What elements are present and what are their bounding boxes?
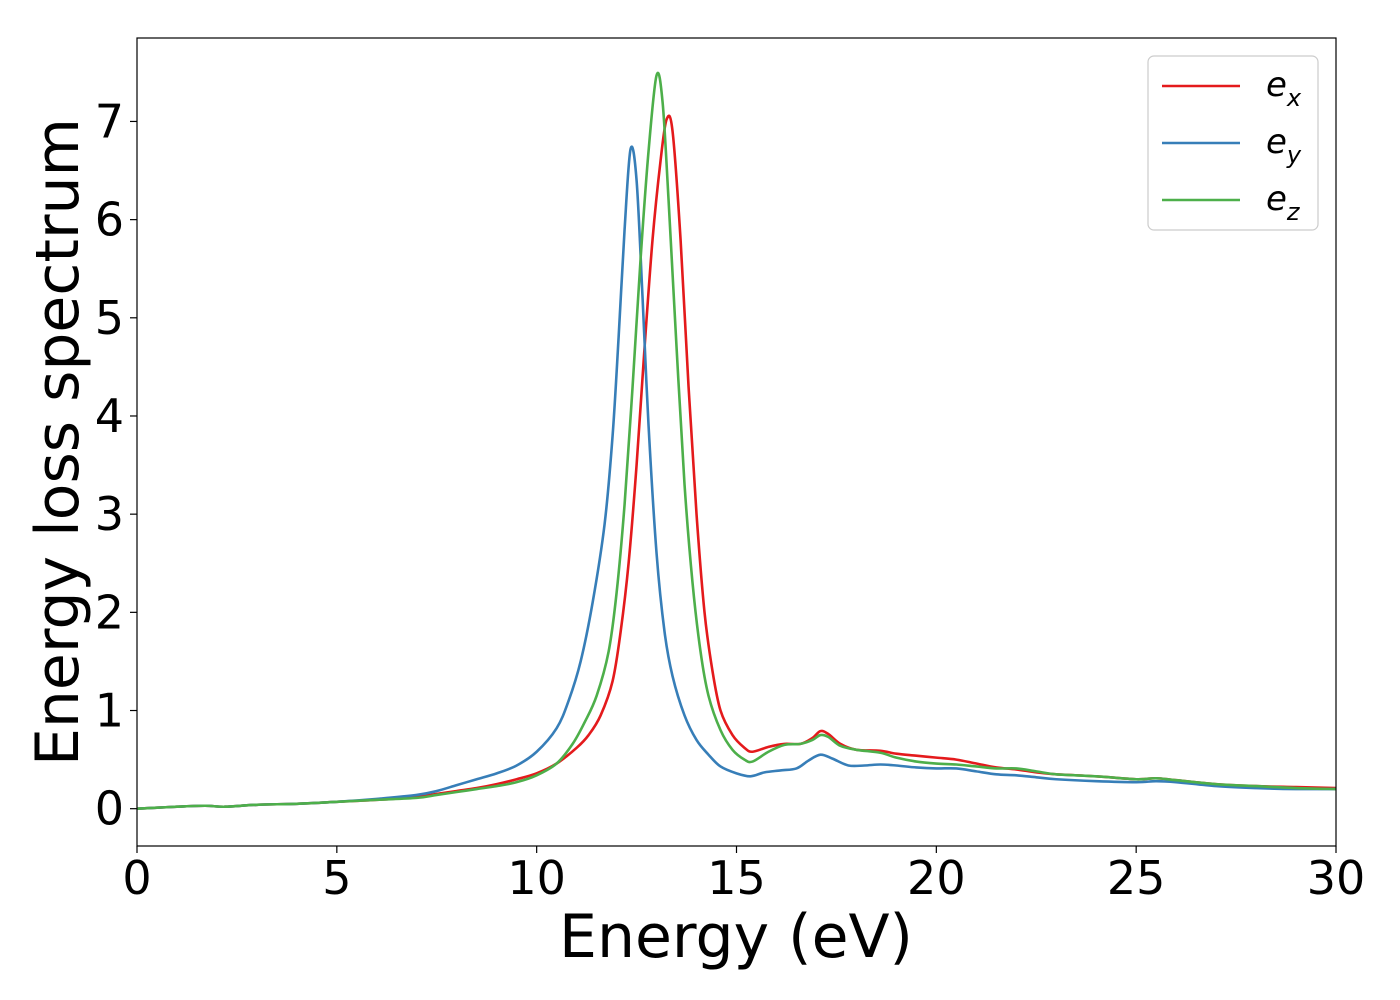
y-tick-label: 7 [95, 94, 124, 148]
x-tick-label: 10 [507, 851, 566, 905]
y-axis-ticks: 0 1 2 3 4 5 6 7 [95, 94, 137, 836]
y-tick-label: 6 [95, 193, 124, 247]
y-tick-label: 4 [95, 389, 124, 443]
x-tick-label: 20 [907, 851, 966, 905]
legend-label-subscript: z [1286, 198, 1301, 226]
legend-label-x: ex [1266, 65, 1302, 112]
x-tick-label: 25 [1107, 851, 1166, 905]
x-tick-label: 0 [122, 851, 151, 905]
legend-label-y: ey [1266, 122, 1302, 169]
legend-label-base: e [1266, 65, 1287, 105]
y-tick-label: 2 [95, 585, 124, 639]
y-axis-label: Energy loss spectrum [23, 118, 93, 766]
legend-label-base: e [1266, 122, 1287, 162]
series-line-e-y [137, 145, 1336, 810]
y-tick-label: 5 [95, 291, 124, 345]
series-lines [137, 71, 1336, 810]
y-tick-label: 1 [95, 684, 124, 738]
x-tick-label: 30 [1307, 851, 1366, 905]
legend-label-z: ez [1266, 179, 1301, 226]
x-axis-ticks: 0 5 10 15 20 25 30 [122, 846, 1365, 905]
x-tick-label: 15 [707, 851, 766, 905]
y-tick-label: 3 [95, 487, 124, 541]
legend-label-base: e [1266, 179, 1287, 219]
x-axis-label: Energy (eV) [559, 902, 913, 972]
y-tick-label: 0 [95, 782, 124, 836]
legend-label-subscript: y [1286, 141, 1302, 169]
series-line-e-z [137, 71, 1336, 810]
legend-label-subscript: x [1286, 84, 1302, 112]
x-tick-label: 5 [322, 851, 351, 905]
